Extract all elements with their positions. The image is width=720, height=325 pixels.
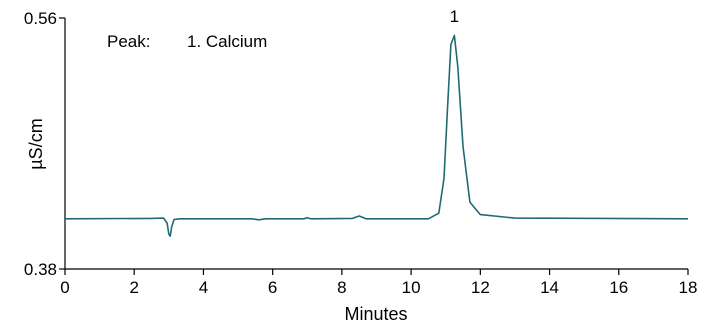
- y-tick-label-0: 0.38: [24, 260, 57, 279]
- conductivity-trace: [64, 34, 689, 237]
- legend-entry-calcium: 1. Calcium: [187, 32, 267, 51]
- x-tick-label-6: 12: [471, 278, 490, 297]
- x-tick-label-1: 2: [129, 278, 138, 297]
- x-tick-label-2: 4: [199, 278, 208, 297]
- x-tick-label-3: 6: [268, 278, 277, 297]
- peak-label-1: 1: [450, 7, 459, 26]
- x-tick-label-4: 8: [337, 278, 346, 297]
- y-axis-title: µS/cm: [26, 118, 46, 169]
- x-axis-title: Minutes: [344, 304, 407, 324]
- x-tick-label-5: 10: [402, 278, 421, 297]
- y-tick-label-1: 0.56: [24, 9, 57, 28]
- x-tick-label-9: 18: [679, 278, 698, 297]
- x-tick-label-0: 0: [60, 278, 69, 297]
- x-tick-label-7: 14: [540, 278, 559, 297]
- x-tick-label-8: 16: [609, 278, 628, 297]
- legend-prefix: Peak:: [107, 32, 150, 51]
- axes: 0 2 4 6 8 10 12 14 16 18 0.38 0.56: [24, 9, 698, 297]
